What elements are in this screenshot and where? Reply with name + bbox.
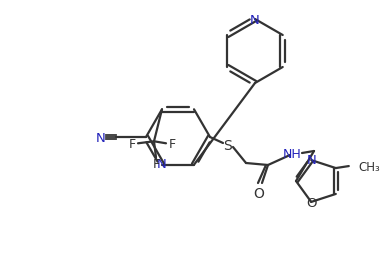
Text: CH₃: CH₃ bbox=[359, 160, 381, 173]
Text: O: O bbox=[254, 186, 264, 200]
Text: F: F bbox=[168, 137, 176, 150]
Text: NH: NH bbox=[283, 147, 301, 160]
Text: N: N bbox=[306, 153, 316, 166]
Text: S: S bbox=[223, 138, 232, 152]
Text: F: F bbox=[128, 137, 136, 150]
Text: N: N bbox=[96, 131, 106, 144]
Text: F: F bbox=[152, 157, 160, 170]
Text: N: N bbox=[250, 13, 260, 26]
Text: O: O bbox=[306, 197, 316, 210]
Text: N: N bbox=[157, 157, 167, 170]
